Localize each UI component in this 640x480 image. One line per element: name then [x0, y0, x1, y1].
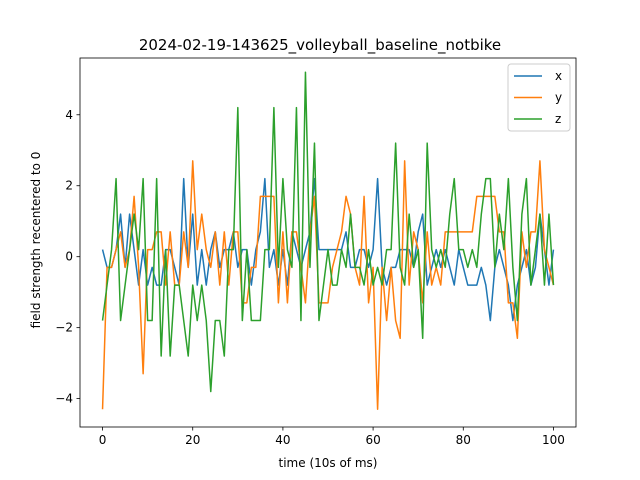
- plot-frame: [79, 57, 577, 428]
- x-tick-label: 40: [275, 433, 290, 447]
- x-tick-label: 80: [456, 433, 471, 447]
- y-tick-label: 2: [65, 179, 73, 193]
- x-tick-label: 100: [542, 433, 565, 447]
- legend: xyz: [507, 63, 571, 132]
- x-axis-ticks: 0 20 40 60 80 100: [99, 427, 565, 447]
- y-tick-label: 0: [65, 250, 73, 264]
- x-tick-label: 0: [99, 433, 107, 447]
- legend-label-y: y: [555, 91, 562, 105]
- legend-label-x: x: [555, 69, 562, 83]
- y-tick-label: −2: [55, 321, 73, 335]
- x-axis-label: time (10s of ms): [279, 456, 378, 470]
- chart-title: 2024-02-19-143625_volleyball_baseline_no…: [139, 36, 501, 55]
- y-axis-ticks: −4 −2 0 2 4: [55, 108, 80, 406]
- legend-label-z: z: [555, 112, 561, 126]
- x-tick-label: 60: [365, 433, 380, 447]
- series-layer: [101, 71, 555, 411]
- y-tick-label: −4: [55, 392, 73, 406]
- y-axis-label: field strength recentered to 0: [29, 152, 43, 329]
- series-line-z: [101, 71, 555, 393]
- x-tick-label: 20: [185, 433, 200, 447]
- y-tick-label: 4: [65, 108, 73, 122]
